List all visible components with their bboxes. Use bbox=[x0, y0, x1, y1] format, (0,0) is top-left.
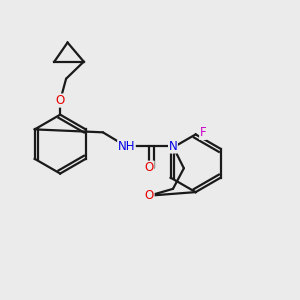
Text: N: N bbox=[169, 140, 177, 153]
Text: O: O bbox=[56, 94, 65, 107]
Text: O: O bbox=[145, 161, 154, 174]
Text: F: F bbox=[200, 126, 206, 140]
Text: O: O bbox=[145, 189, 154, 202]
Text: NH: NH bbox=[118, 140, 135, 153]
